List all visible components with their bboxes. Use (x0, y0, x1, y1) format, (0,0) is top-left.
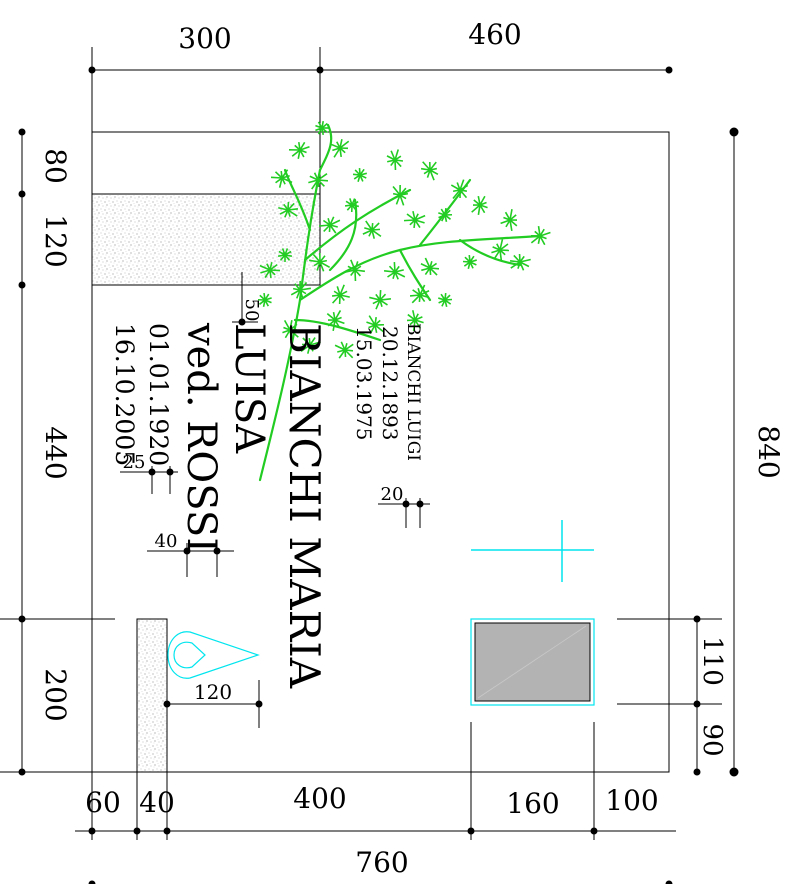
dim-right-110: 110 (697, 636, 727, 686)
cross-icon (471, 520, 594, 582)
pine-needle-cluster (318, 216, 341, 234)
dim-small-50: 50 (241, 299, 262, 322)
inscription-second-birth: 20.12.1893 (378, 326, 402, 441)
pine-needle-cluster (344, 198, 360, 213)
dim-bottom-160: 160 (506, 787, 559, 820)
pine-needle-cluster (334, 341, 354, 359)
pine-needle-cluster (290, 280, 311, 299)
pine-needle-cluster (391, 184, 409, 206)
pine-needle-cluster (257, 292, 272, 308)
tree-icon (258, 123, 542, 482)
dim-left-200: 200 (39, 668, 72, 721)
dim-right-840: 840 (752, 425, 785, 478)
dim-right-90: 90 (697, 723, 727, 756)
pine-needle-cluster (471, 195, 488, 215)
pine-needle-cluster (383, 261, 406, 280)
dim-top-300: 300 (178, 22, 231, 55)
dim-left-440: 440 (39, 426, 72, 479)
pine-needle-cluster (345, 259, 366, 282)
pine-needle-cluster (462, 254, 477, 269)
pine-needle-cluster (326, 310, 345, 331)
pine-needle-cluster (386, 149, 404, 171)
inscription-surname: BIANCHI MARIA (280, 323, 329, 689)
pine-needle-cluster (352, 167, 367, 182)
tree-foliage (257, 120, 551, 359)
dim-bottom-40: 40 (139, 786, 175, 819)
flame-icon (167, 631, 260, 679)
pine-needle-cluster (330, 139, 350, 158)
pine-needle-cluster (420, 161, 439, 181)
pine-needle-cluster (409, 284, 430, 304)
inscription-married: ved. ROSSI (178, 322, 224, 553)
inscription-death: 16.10.2005 (110, 323, 139, 466)
dim-small-40: 40 (155, 531, 178, 552)
dim-left-80: 80 (39, 148, 72, 184)
pine-needle-cluster (278, 201, 299, 218)
pine-needle-cluster (277, 248, 293, 263)
pine-needle-cluster (438, 207, 453, 223)
dim-top-460: 460 (468, 18, 521, 51)
pine-needle-cluster (282, 320, 299, 340)
dim-left-120: 120 (39, 214, 72, 267)
pine-needle-cluster (331, 284, 350, 305)
inscription-second-name: BIANCHI LUIGI (403, 323, 423, 461)
stone-texture-strip (136, 618, 168, 773)
pine-needle-cluster (403, 211, 426, 229)
dim-small-25: 25 (123, 452, 146, 473)
pine-needle-cluster (300, 337, 321, 354)
dim-flame-120: 120 (194, 680, 232, 704)
pine-needle-cluster (509, 253, 531, 271)
pine-needle-cluster (491, 239, 510, 262)
pine-needle-cluster (309, 252, 331, 272)
pine-needle-cluster (438, 292, 453, 307)
pine-needle-cluster (450, 179, 469, 199)
pine-needle-cluster (406, 310, 424, 332)
dim-bottom-60: 60 (85, 786, 121, 819)
pine-needle-cluster (288, 141, 310, 159)
dim-bottom-100: 100 (605, 784, 658, 817)
inscription-birth: 01.01.1920 (144, 323, 173, 466)
pine-needle-cluster (369, 289, 392, 310)
pine-needle-cluster (362, 220, 382, 239)
photo-frame (470, 618, 595, 706)
dim-bottom-400: 400 (293, 782, 346, 815)
pine-needle-cluster (366, 315, 385, 335)
pine-needle-cluster (315, 120, 329, 136)
pine-needle-cluster (420, 257, 440, 276)
dim-small-20: 20 (381, 484, 404, 505)
stone-outline (91, 131, 670, 773)
pine-needle-cluster (270, 169, 293, 188)
pine-needle-cluster (530, 225, 551, 246)
pine-needle-cluster (500, 209, 518, 231)
inscription-name: LUISA (226, 323, 272, 454)
pine-needle-cluster (259, 262, 281, 279)
dimension-lines (0, 47, 739, 884)
inscription-second-death: 15.03.1975 (352, 326, 376, 441)
pine-needle-cluster (308, 172, 329, 190)
dim-bottom-760: 760 (355, 846, 408, 879)
